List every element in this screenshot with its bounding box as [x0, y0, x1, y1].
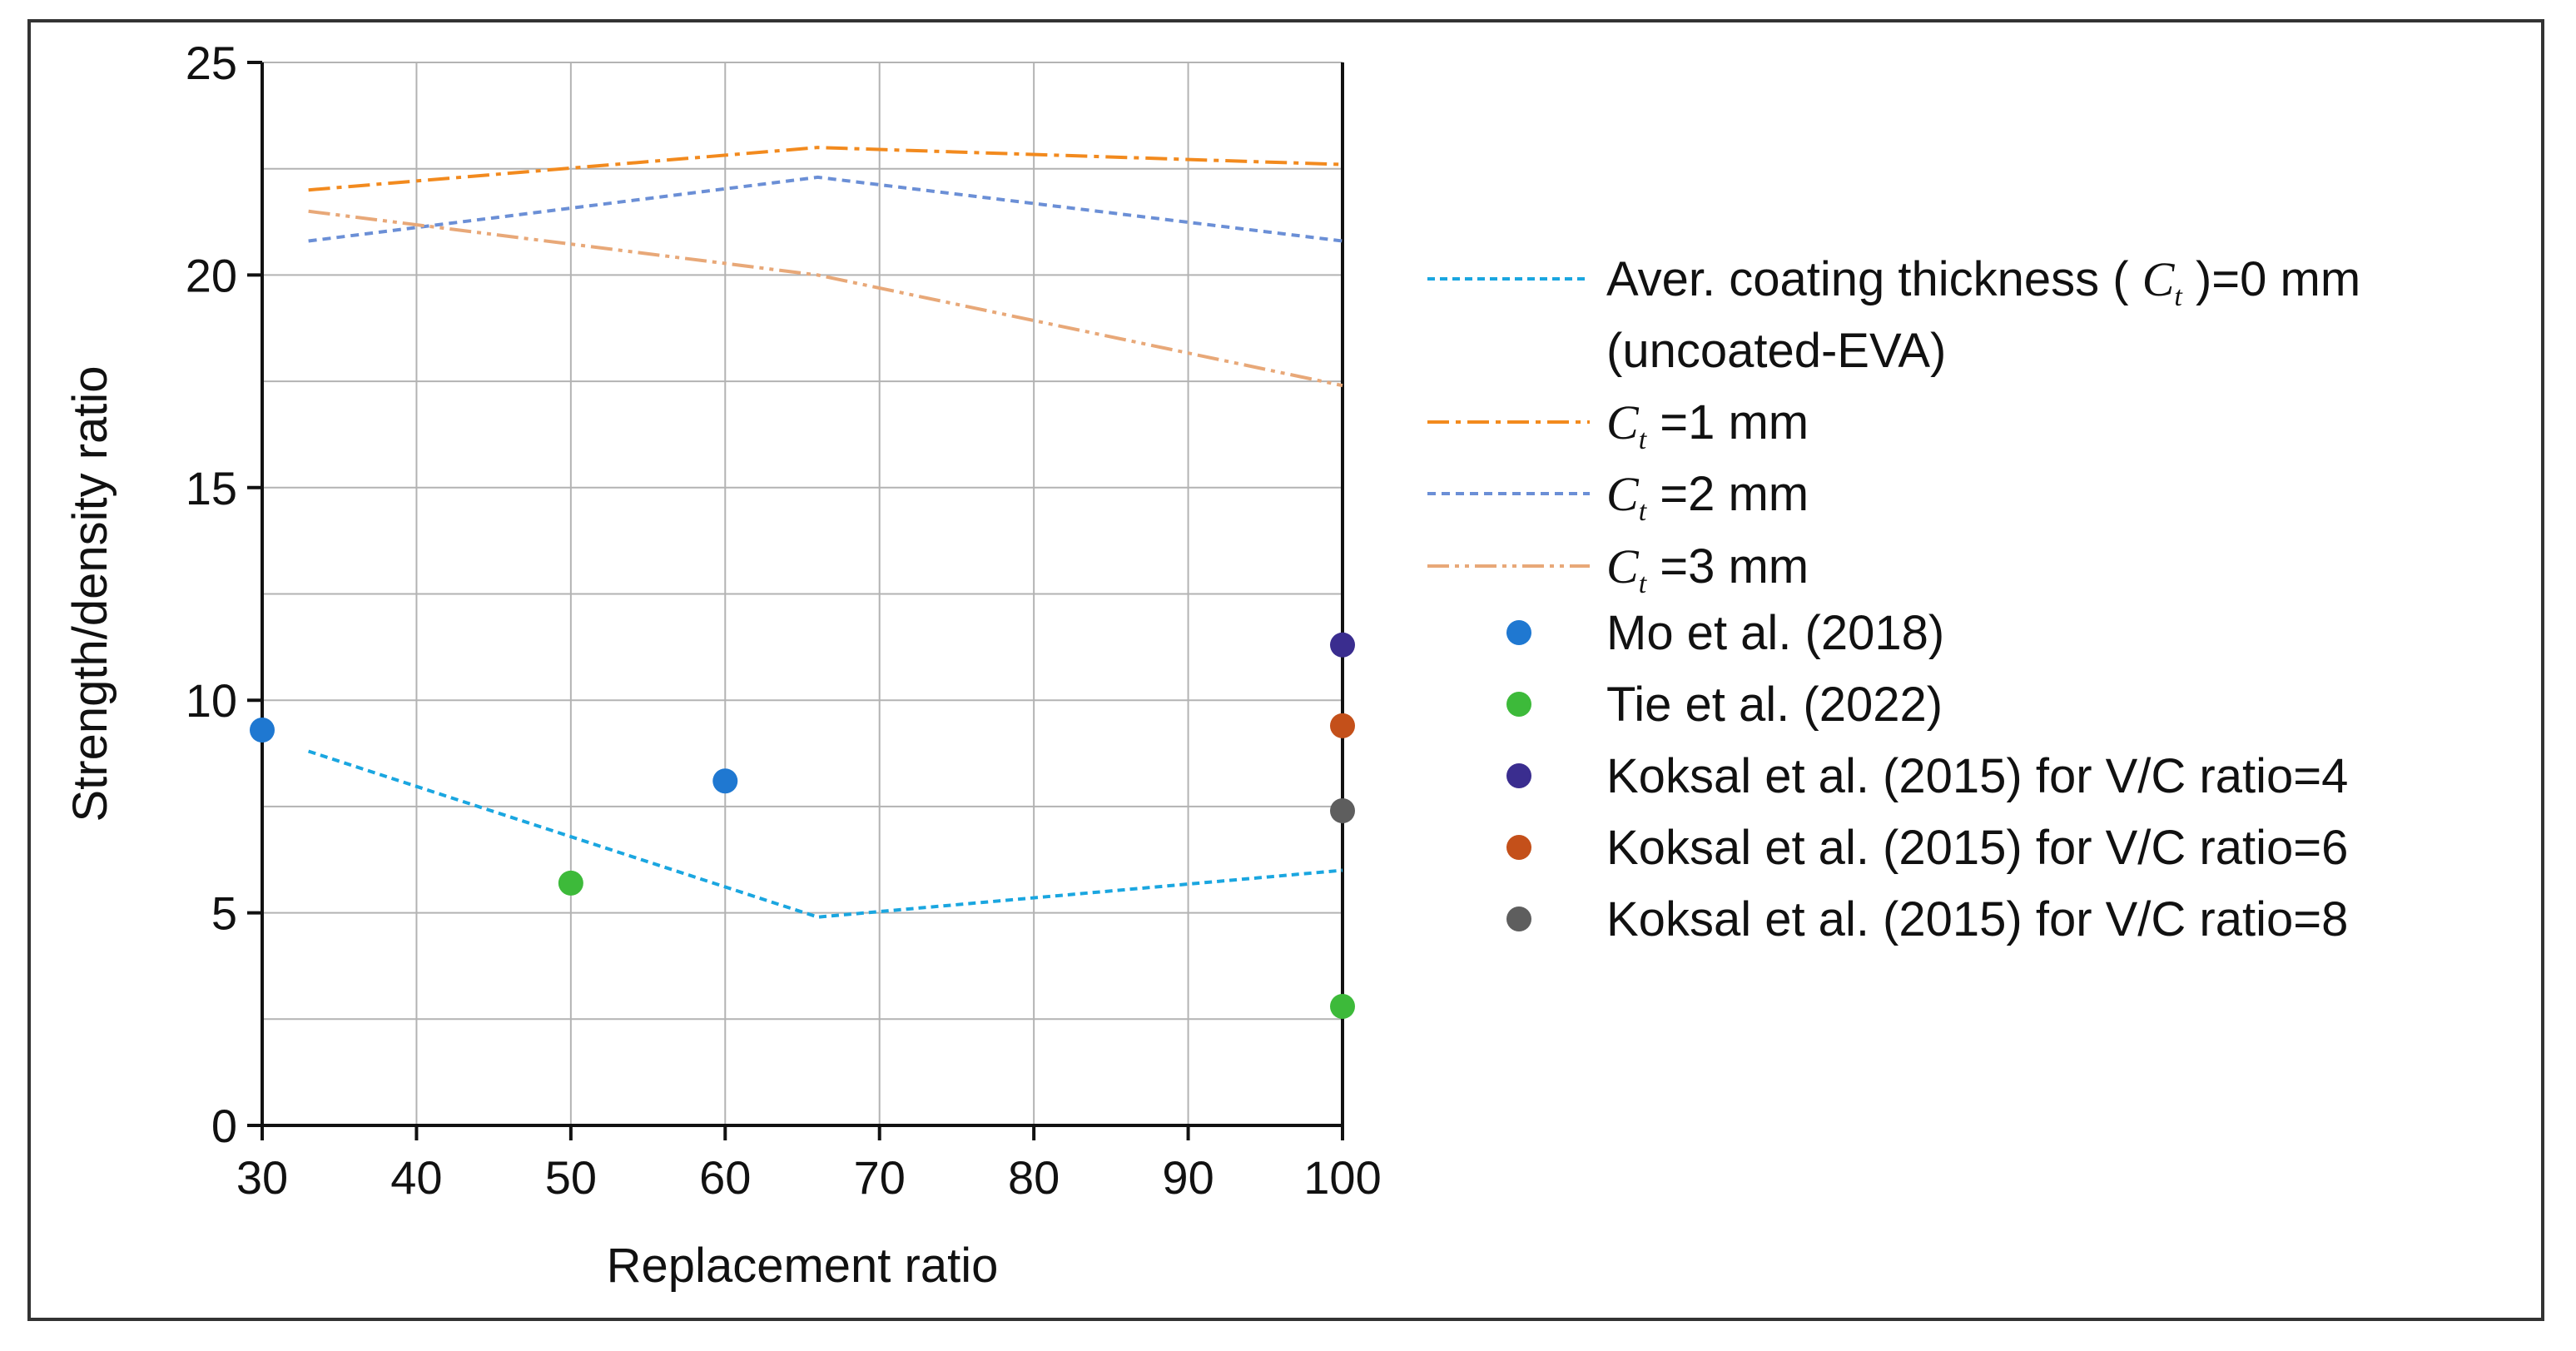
y-tick-label: 5 — [211, 887, 237, 940]
legend-line-label: Ct =2 mm — [1606, 467, 1809, 527]
legend-marker — [1506, 835, 1531, 860]
legend-marker — [1506, 620, 1531, 645]
legend-marker — [1506, 763, 1531, 788]
x-tick-label: 30 — [236, 1151, 288, 1204]
scatter-point-1 — [1330, 993, 1355, 1019]
legend-marker — [1506, 692, 1531, 717]
legend-scatter-label: Koksal et al. (2015) for V/C ratio=8 — [1606, 892, 2348, 946]
x-axis-title: Replacement ratio — [607, 1239, 999, 1293]
y-tick-label: 0 — [211, 1100, 237, 1152]
legend-line-label: Ct =3 mm — [1606, 539, 1809, 599]
scatter-point-3 — [1330, 713, 1355, 738]
y-axis-title: Strength/density ratio — [63, 365, 117, 822]
legend-scatter-label: Mo et al. (2018) — [1606, 606, 1944, 660]
y-tick-label: 15 — [186, 462, 237, 514]
x-tick-label: 90 — [1162, 1151, 1214, 1204]
legend-scatter-label: Koksal et al. (2015) for V/C ratio=6 — [1606, 821, 2348, 875]
line-series-3 — [308, 209, 1343, 388]
legend-line-label: Ct =1 mm — [1606, 395, 1809, 455]
legend-marker — [1506, 906, 1531, 931]
x-tick-label: 40 — [390, 1151, 442, 1204]
y-tick-label: 10 — [186, 674, 237, 727]
scatter-point-0 — [250, 717, 275, 743]
line-series-2 — [308, 175, 1343, 243]
scatter-point-0 — [712, 768, 738, 794]
scatter-point-2 — [1330, 632, 1355, 658]
legend-scatter-label: Tie et al. (2022) — [1606, 678, 1943, 732]
legend-line-label-cont: (uncoated-EVA) — [1606, 324, 1946, 378]
x-tick-label: 80 — [1008, 1151, 1060, 1204]
series — [250, 146, 1355, 1019]
axes: 30 40 50 60 70 80 90 100 0 5 10 15 20 25 Replacement r… — [63, 37, 1382, 1293]
legend-line-label: Aver. coating thickness ( Ct )=0 mm — [1606, 252, 2360, 312]
x-tick-label: 60 — [699, 1151, 751, 1204]
line-series-0 — [308, 749, 1343, 919]
legend-scatter-label: Koksal et al. (2015) for V/C ratio=4 — [1606, 749, 2348, 803]
scatter-point-1 — [558, 870, 583, 896]
x-tick-label: 70 — [854, 1151, 906, 1204]
line-series-1 — [308, 146, 1343, 192]
legend: Aver. coating thickness ( Ct )=0 mm (unco… — [1427, 252, 2360, 946]
figure-border — [27, 19, 2544, 1321]
y-tick-label: 20 — [186, 249, 237, 301]
y-tick-label: 25 — [186, 37, 237, 89]
scatter-point-4 — [1330, 798, 1355, 824]
x-tick-label: 100 — [1303, 1151, 1381, 1204]
x-tick-label: 50 — [545, 1151, 597, 1204]
